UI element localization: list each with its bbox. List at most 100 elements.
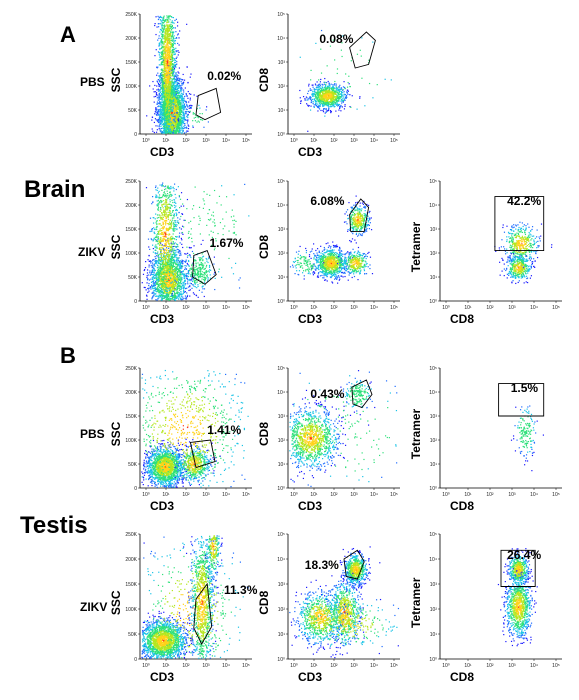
x-axis-label: CD3 [150, 670, 174, 684]
plot-canvas: 10⁵ 10⁴ 10³ 10² 10¹ 10⁰ 10⁰ 10¹ 10² 10³ 10⁴ 10⁵ 26.4… [409, 532, 562, 684]
gate-percentage: 6.08% [310, 194, 344, 208]
y-tick-label: 10² [430, 438, 438, 444]
flow-plot-a-pbs-cd3-cd8: 10⁵ 10⁴ 10³ 10² 10¹ 10⁰ 10⁰ 10¹ 10² 10³ 10⁴ 10⁵ 0.08… [256, 8, 406, 168]
gate-percentage: 0.08% [319, 32, 353, 46]
flow-plot-a-zikv-cd3-ssc: 250K 200K 150K 100K 50K 0 10⁰ 10¹ 10² 10³ 10⁴ 10⁵ 1.… [108, 175, 258, 335]
y-tick-label: 100K [125, 607, 137, 613]
gate-percentage: 0.43% [310, 387, 344, 401]
x-tick-label: 10¹ [162, 138, 170, 144]
y-tick-label: 10⁴ [277, 557, 285, 563]
x-tick-label: 10² [182, 663, 190, 669]
x-axis-label: CD3 [150, 312, 174, 326]
plot-canvas: 10⁵ 10⁴ 10³ 10² 10¹ 10⁰ 10⁰ 10¹ 10² 10³ 10⁴ 10⁵ 0.08… [257, 12, 400, 159]
y-axis-label: SSC [109, 234, 123, 259]
x-tick-label: 10³ [508, 305, 516, 311]
y-tick-label: 10⁰ [277, 657, 285, 663]
row-label-zikv-b: ZIKV [80, 600, 107, 614]
x-tick-label: 10¹ [310, 305, 318, 311]
y-axis-label: Tetramer [409, 408, 423, 459]
event-cloud [289, 546, 400, 659]
x-tick-label: 10⁵ [242, 305, 250, 311]
y-tick-label: 10⁴ [429, 203, 437, 209]
gate-percentage: 11.3% [224, 583, 258, 597]
gate-percentage: 18.3% [305, 558, 339, 572]
flow-plot-a-zikv-cd3-cd8: 10⁵ 10⁴ 10³ 10² 10¹ 10⁰ 10⁰ 10¹ 10² 10³ 10⁴ 10⁵ 6.08… [256, 175, 406, 335]
event-cloud [494, 221, 553, 285]
flow-plot-b-zikv-cd3-cd8: 10⁵ 10⁴ 10³ 10² 10¹ 10⁰ 10⁰ 10¹ 10² 10³ 10⁴ 10⁵ 18.3… [256, 528, 406, 693]
plot-canvas: 250K 200K 150K 100K 50K 0 10⁰ 10¹ 10² 10³ 10⁴ 10⁵ 1.… [109, 179, 252, 326]
y-tick-label: 200K [125, 557, 137, 563]
y-tick-label: 10² [278, 607, 286, 613]
x-tick-label: 10³ [508, 492, 516, 498]
y-tick-label: 10¹ [278, 275, 286, 281]
y-tick-label: 10⁰ [429, 299, 437, 305]
flow-plot-a-zikv-cd8-tetramer: 10⁵ 10⁴ 10³ 10² 10¹ 10⁰ 10⁰ 10¹ 10² 10³ 10⁴ 10⁵ 42.2… [408, 175, 568, 335]
x-tick-label: 10¹ [464, 305, 472, 311]
y-tick-label: 50K [128, 632, 138, 638]
y-tick-label: 250K [125, 12, 137, 18]
y-tick-label: 10⁴ [277, 36, 285, 42]
y-tick-label: 10⁰ [429, 486, 437, 492]
y-tick-label: 10⁵ [277, 366, 285, 372]
y-tick-label: 10⁰ [277, 132, 285, 138]
x-axis-label: CD3 [298, 145, 322, 159]
x-tick-label: 10² [486, 305, 494, 311]
y-tick-label: 10⁰ [277, 486, 285, 492]
y-tick-label: 10⁵ [429, 532, 437, 538]
gate-outline [192, 250, 217, 285]
y-tick-label: 200K [125, 390, 137, 396]
gate-outline [498, 383, 545, 417]
event-cloud [289, 370, 398, 487]
gate-outline [349, 31, 376, 69]
x-axis-label: CD3 [298, 670, 322, 684]
y-tick-label: 10¹ [278, 108, 286, 114]
y-tick-label: 10¹ [278, 462, 286, 468]
flow-plot-b-zikv-cd8-tetramer: 10⁵ 10⁴ 10³ 10² 10¹ 10⁰ 10⁰ 10¹ 10² 10³ 10⁴ 10⁵ 26.4… [408, 528, 568, 693]
gate-percentage: 42.2% [507, 194, 541, 208]
flow-plot-b-pbs-cd3-cd8: 10⁵ 10⁴ 10³ 10² 10¹ 10⁰ 10⁰ 10¹ 10² 10³ 10⁴ 10⁵ 0.43… [256, 362, 406, 522]
x-tick-label: 10³ [202, 138, 210, 144]
y-tick-label: 0 [134, 132, 137, 138]
y-axis-label: CD8 [257, 590, 271, 614]
y-tick-label: 10⁴ [429, 557, 437, 563]
y-tick-label: 50K [128, 275, 138, 281]
x-tick-label: 10¹ [464, 492, 472, 498]
x-tick-label: 10⁰ [290, 492, 298, 498]
x-tick-label: 10² [182, 305, 190, 311]
plot-canvas: 250K 200K 150K 100K 50K 0 10⁰ 10¹ 10² 10³ 10⁴ 10⁵ 1.… [109, 366, 252, 513]
y-tick-label: 10⁵ [277, 532, 285, 538]
y-tick-label: 10⁵ [277, 179, 285, 185]
x-tick-label: 10³ [202, 492, 210, 498]
y-tick-label: 0 [134, 657, 137, 663]
x-tick-label: 10⁵ [552, 663, 560, 669]
event-cloud [141, 369, 249, 488]
y-axis-label: CD8 [257, 235, 271, 259]
flow-plot-b-pbs-cd8-tetramer: 10⁵ 10⁴ 10³ 10² 10¹ 10⁰ 10⁰ 10¹ 10² 10³ 10⁴ 10⁵ 1.5%… [408, 362, 568, 522]
flow-plot-b-zikv-cd3-ssc: 250K 200K 150K 100K 50K 0 10⁰ 10¹ 10² 10³ 10⁴ 10⁵ 11… [108, 528, 258, 693]
x-tick-label: 10² [330, 138, 338, 144]
plot-canvas: 10⁵ 10⁴ 10³ 10² 10¹ 10⁰ 10⁰ 10¹ 10² 10³ 10⁴ 10⁵ 6.08… [257, 179, 400, 326]
x-tick-label: 10⁴ [530, 305, 538, 311]
event-cloud [497, 548, 538, 647]
y-tick-label: 10⁴ [277, 390, 285, 396]
y-tick-label: 10¹ [278, 632, 286, 638]
gate-outline [195, 87, 222, 121]
x-tick-label: 10⁴ [370, 138, 378, 144]
y-tick-label: 100K [125, 84, 137, 90]
y-tick-label: 10² [278, 251, 286, 257]
x-tick-label: 10⁴ [370, 305, 378, 311]
gate-outline [500, 549, 536, 587]
y-tick-label: 250K [125, 179, 137, 185]
x-tick-label: 10¹ [464, 663, 472, 669]
y-axis-label: Tetramer [409, 221, 423, 272]
x-tick-label: 10⁴ [222, 663, 230, 669]
y-tick-label: 10² [430, 607, 438, 613]
y-tick-label: 10² [430, 251, 438, 257]
y-tick-label: 10⁵ [429, 366, 437, 372]
x-tick-label: 10² [182, 138, 190, 144]
x-tick-label: 10⁵ [242, 492, 250, 498]
panel-letter-b: B [60, 343, 76, 369]
gate-percentage: 1.5% [511, 381, 539, 395]
x-tick-label: 10³ [202, 663, 210, 669]
y-tick-label: 10³ [430, 227, 438, 233]
